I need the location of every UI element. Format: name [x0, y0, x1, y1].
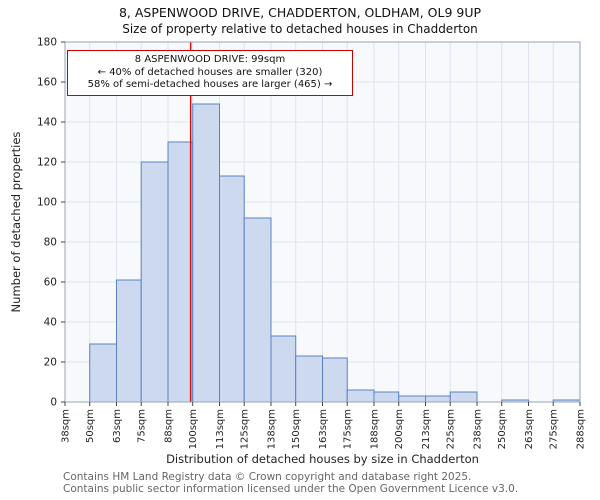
x-tick-label: 38sqm [61, 409, 72, 443]
histogram-bar [116, 279, 142, 403]
x-tick-label: 50sqm [85, 409, 96, 443]
x-tick-label: 225sqm [446, 409, 457, 449]
histogram-bar [346, 389, 375, 403]
x-tick-label: 213sqm [421, 409, 432, 449]
x-tick-label: 250sqm [497, 409, 508, 449]
x-tick-label: 188sqm [370, 409, 381, 449]
y-tick-label: 20 [44, 357, 57, 369]
annotation-smaller-line: ← 40% of detached houses are smaller (32… [97, 66, 323, 78]
histogram-bar [89, 343, 118, 403]
x-tick-label: 275sqm [549, 409, 560, 449]
annotation-property-line: 8 ASPENWOOD DRIVE: 99sqm [134, 54, 286, 65]
histogram-bar [398, 395, 427, 403]
x-tick-label: 75sqm [137, 409, 148, 443]
y-tick-label: 180 [37, 37, 57, 49]
x-tick-label: 263sqm [524, 409, 535, 449]
footer-line-2: Contains public sector information licen… [63, 482, 519, 495]
histogram-bar [322, 357, 348, 403]
x-tick-label: 288sqm [576, 409, 587, 449]
histogram-bar [243, 217, 272, 403]
histogram-bar [219, 175, 245, 403]
y-tick-label: 0 [50, 397, 57, 409]
page-title: 8, ASPENWOOD DRIVE, CHADDERTON, OLDHAM, … [118, 5, 482, 20]
x-axis-label: Distribution of detached houses by size … [166, 452, 479, 466]
y-tick-label: 60 [44, 277, 57, 289]
chart-header: 8, ASPENWOOD DRIVE, CHADDERTON, OLDHAM, … [0, 5, 600, 37]
histogram-bar [140, 161, 169, 403]
histogram-bar [425, 395, 451, 403]
y-tick-label: 40 [44, 317, 57, 329]
y-tick-label: 100 [37, 197, 57, 209]
attribution-footer: Contains HM Land Registry data © Crown c… [63, 471, 519, 495]
histogram-bar [270, 335, 297, 403]
x-tick-label: 100sqm [188, 409, 199, 449]
x-tick-label: 113sqm [215, 409, 226, 449]
x-tick-label: 200sqm [394, 409, 405, 449]
footer-line-1: Contains HM Land Registry data © Crown c… [63, 471, 472, 483]
histogram-bar [192, 103, 221, 403]
y-axis-label: Number of detached properties [9, 131, 23, 313]
histogram-chart: 0 20 40 60 80 100 120 140 160 180 38sqm 50sqm 63sqm 7… [37, 37, 587, 450]
annotation-box: 8 ASPENWOOD DRIVE: 99sqm ← 40% of detach… [67, 50, 353, 96]
page-subtitle: Size of property relative to detached ho… [122, 22, 478, 36]
histogram-bar [449, 391, 478, 403]
histogram-bar [167, 141, 194, 403]
x-tick-label: 88sqm [164, 409, 175, 443]
y-tick-label: 80 [44, 237, 57, 249]
x-tick-label: 125sqm [240, 409, 251, 449]
x-tick-label: 238sqm [473, 409, 484, 449]
y-tick-label: 140 [37, 117, 57, 129]
x-tick-label: 175sqm [343, 409, 354, 449]
x-tick-label: 63sqm [112, 409, 123, 443]
y-tick-label: 120 [37, 157, 57, 169]
annotation-larger-line: 58% of semi-detached houses are larger (… [87, 79, 333, 90]
histogram-bar [373, 391, 400, 403]
x-tick-label: 163sqm [318, 409, 329, 449]
y-tick-label: 160 [37, 77, 57, 89]
x-tick-label: 138sqm [267, 409, 278, 449]
x-tick-label: 150sqm [291, 409, 302, 449]
histogram-bar [295, 355, 324, 403]
